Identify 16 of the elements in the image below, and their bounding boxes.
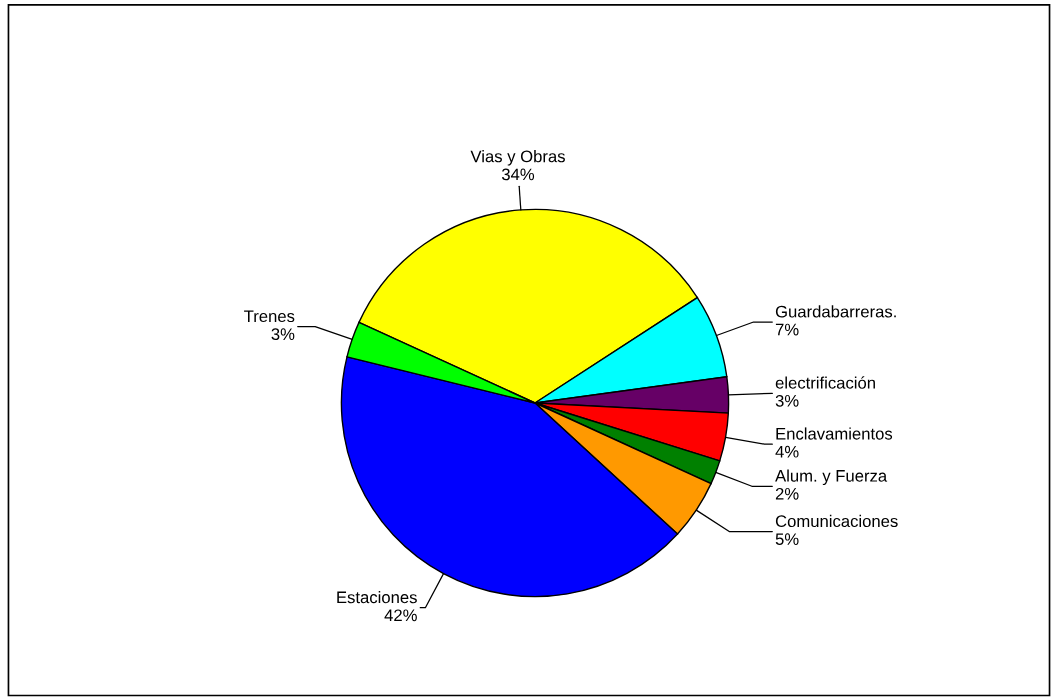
slice-label: Enclavamientos — [776, 427, 893, 440]
data-label: 42% — [384, 609, 417, 622]
data-label: 7% — [775, 323, 799, 336]
slice-label: Vias y Obras — [470, 150, 565, 166]
data-label: 5% — [775, 533, 799, 546]
data-label: 34% — [501, 168, 535, 181]
slice-label: Alum. y Fuerza — [775, 469, 888, 486]
slice-label: electrificación — [775, 376, 875, 389]
data-label: 3% — [271, 328, 295, 341]
slice-label: Trenes — [244, 310, 295, 323]
slice-label: Guardabarreras. — [775, 305, 896, 318]
data-label: 2% — [775, 487, 799, 500]
slice-label: Comunicaciones — [775, 514, 898, 528]
data-label: 4% — [775, 445, 799, 458]
slice-label: Estaciones — [337, 591, 417, 604]
data-label: 3% — [775, 394, 799, 407]
